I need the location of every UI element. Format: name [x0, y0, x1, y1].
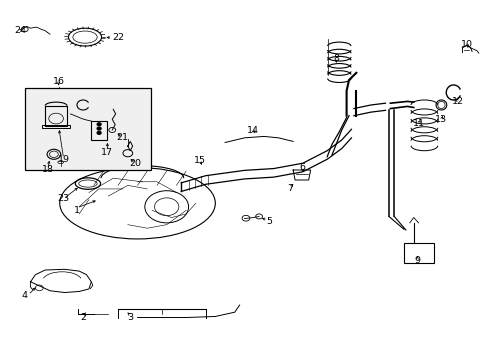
Text: 17: 17: [101, 148, 113, 157]
Text: 19: 19: [58, 155, 69, 164]
Text: 3: 3: [127, 313, 133, 322]
Text: 21: 21: [116, 133, 128, 142]
Text: 7: 7: [287, 184, 293, 193]
Text: 15: 15: [193, 156, 205, 165]
Bar: [25, 88, 151, 170]
Bar: [41, 125, 70, 128]
Circle shape: [97, 123, 101, 126]
Text: 24: 24: [14, 26, 26, 35]
Text: 11: 11: [412, 119, 424, 128]
Text: 10: 10: [460, 40, 472, 49]
Text: 5: 5: [266, 217, 272, 226]
Text: 12: 12: [450, 97, 463, 106]
Text: 2: 2: [80, 313, 86, 322]
Circle shape: [97, 127, 101, 130]
Text: 23: 23: [58, 194, 70, 203]
Bar: [403, 243, 433, 263]
Text: 8: 8: [332, 54, 338, 63]
Text: 20: 20: [129, 159, 141, 168]
Text: 9: 9: [413, 256, 419, 265]
Text: 4: 4: [21, 291, 28, 300]
Bar: [91, 121, 107, 140]
Text: 1: 1: [74, 206, 80, 215]
Text: 14: 14: [247, 126, 259, 135]
Bar: [45, 106, 67, 126]
Circle shape: [97, 131, 101, 134]
Text: 22: 22: [112, 33, 124, 42]
Text: 6: 6: [299, 163, 305, 172]
Text: 13: 13: [434, 116, 447, 125]
Text: 16: 16: [53, 77, 64, 86]
Text: 18: 18: [41, 166, 54, 175]
